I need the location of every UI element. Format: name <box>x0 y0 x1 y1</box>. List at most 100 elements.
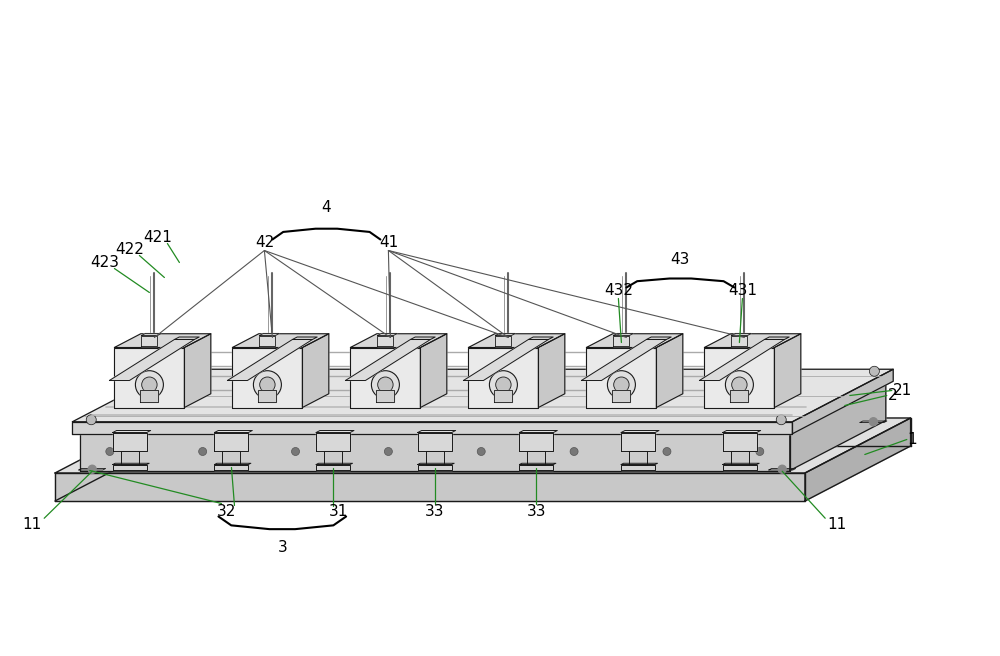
Polygon shape <box>350 334 447 348</box>
Polygon shape <box>528 337 553 340</box>
Polygon shape <box>377 333 397 335</box>
Polygon shape <box>621 464 655 470</box>
Polygon shape <box>731 335 747 346</box>
Polygon shape <box>324 451 342 464</box>
Circle shape <box>869 366 879 377</box>
Circle shape <box>869 418 877 426</box>
Polygon shape <box>259 335 275 346</box>
Polygon shape <box>109 340 194 380</box>
Polygon shape <box>704 348 774 407</box>
Polygon shape <box>629 451 647 464</box>
Circle shape <box>496 377 511 392</box>
Polygon shape <box>805 418 911 501</box>
Polygon shape <box>55 473 805 501</box>
Polygon shape <box>420 334 447 407</box>
Polygon shape <box>55 418 911 473</box>
Polygon shape <box>113 430 151 432</box>
Polygon shape <box>113 432 147 451</box>
Polygon shape <box>860 421 887 422</box>
Polygon shape <box>80 382 886 432</box>
Text: 32: 32 <box>217 504 236 519</box>
Polygon shape <box>764 337 789 340</box>
Polygon shape <box>723 432 757 451</box>
Polygon shape <box>259 333 279 335</box>
Polygon shape <box>316 464 350 470</box>
Polygon shape <box>222 451 240 464</box>
Polygon shape <box>613 333 633 335</box>
Polygon shape <box>114 334 211 348</box>
Polygon shape <box>774 334 801 407</box>
Polygon shape <box>527 451 545 464</box>
Text: 31: 31 <box>328 504 348 519</box>
Polygon shape <box>79 468 106 470</box>
Polygon shape <box>495 333 515 335</box>
Polygon shape <box>468 334 565 348</box>
Text: 11: 11 <box>23 517 42 532</box>
Polygon shape <box>769 468 796 470</box>
Polygon shape <box>214 430 252 432</box>
Text: 3: 3 <box>277 539 287 554</box>
Polygon shape <box>704 334 801 348</box>
Polygon shape <box>114 348 184 407</box>
Polygon shape <box>113 464 147 470</box>
Polygon shape <box>302 334 329 407</box>
Polygon shape <box>316 430 354 432</box>
Text: 33: 33 <box>527 504 546 519</box>
Polygon shape <box>792 369 893 434</box>
Circle shape <box>776 415 786 424</box>
Polygon shape <box>80 432 790 470</box>
Polygon shape <box>214 432 248 451</box>
Circle shape <box>88 465 96 473</box>
Circle shape <box>614 377 629 392</box>
Polygon shape <box>656 334 683 407</box>
Polygon shape <box>723 464 757 470</box>
Text: 432: 432 <box>604 283 633 298</box>
Polygon shape <box>731 451 749 464</box>
Polygon shape <box>613 335 629 346</box>
Polygon shape <box>292 337 317 340</box>
Polygon shape <box>316 463 353 464</box>
Polygon shape <box>586 348 656 407</box>
Text: 41: 41 <box>379 235 398 250</box>
Polygon shape <box>345 340 430 380</box>
Polygon shape <box>612 390 630 401</box>
Polygon shape <box>141 333 161 335</box>
Polygon shape <box>519 430 557 432</box>
Circle shape <box>199 447 207 455</box>
Circle shape <box>135 371 163 399</box>
Polygon shape <box>418 463 454 464</box>
Polygon shape <box>350 348 420 407</box>
Polygon shape <box>113 463 149 464</box>
Circle shape <box>179 418 187 426</box>
Circle shape <box>384 447 392 455</box>
Text: 421: 421 <box>143 230 172 245</box>
Polygon shape <box>519 464 553 470</box>
Text: 33: 33 <box>425 504 445 519</box>
Text: 11: 11 <box>828 517 847 532</box>
Polygon shape <box>581 340 666 380</box>
Polygon shape <box>495 335 511 346</box>
Polygon shape <box>121 451 139 464</box>
Polygon shape <box>426 451 444 464</box>
Circle shape <box>260 377 275 392</box>
Circle shape <box>179 366 189 377</box>
Polygon shape <box>170 421 197 422</box>
Circle shape <box>663 447 671 455</box>
Polygon shape <box>646 337 671 340</box>
Polygon shape <box>723 463 759 464</box>
Text: 1: 1 <box>908 432 917 447</box>
Text: 4: 4 <box>322 201 331 216</box>
Polygon shape <box>538 334 565 407</box>
Polygon shape <box>184 334 211 407</box>
Polygon shape <box>586 334 683 348</box>
Circle shape <box>142 377 157 392</box>
Polygon shape <box>519 432 553 451</box>
Polygon shape <box>232 348 302 407</box>
Circle shape <box>106 447 114 455</box>
Polygon shape <box>621 463 658 464</box>
Circle shape <box>756 447 764 455</box>
Polygon shape <box>174 337 199 340</box>
Polygon shape <box>699 340 784 380</box>
Polygon shape <box>377 335 393 346</box>
Circle shape <box>477 447 485 455</box>
